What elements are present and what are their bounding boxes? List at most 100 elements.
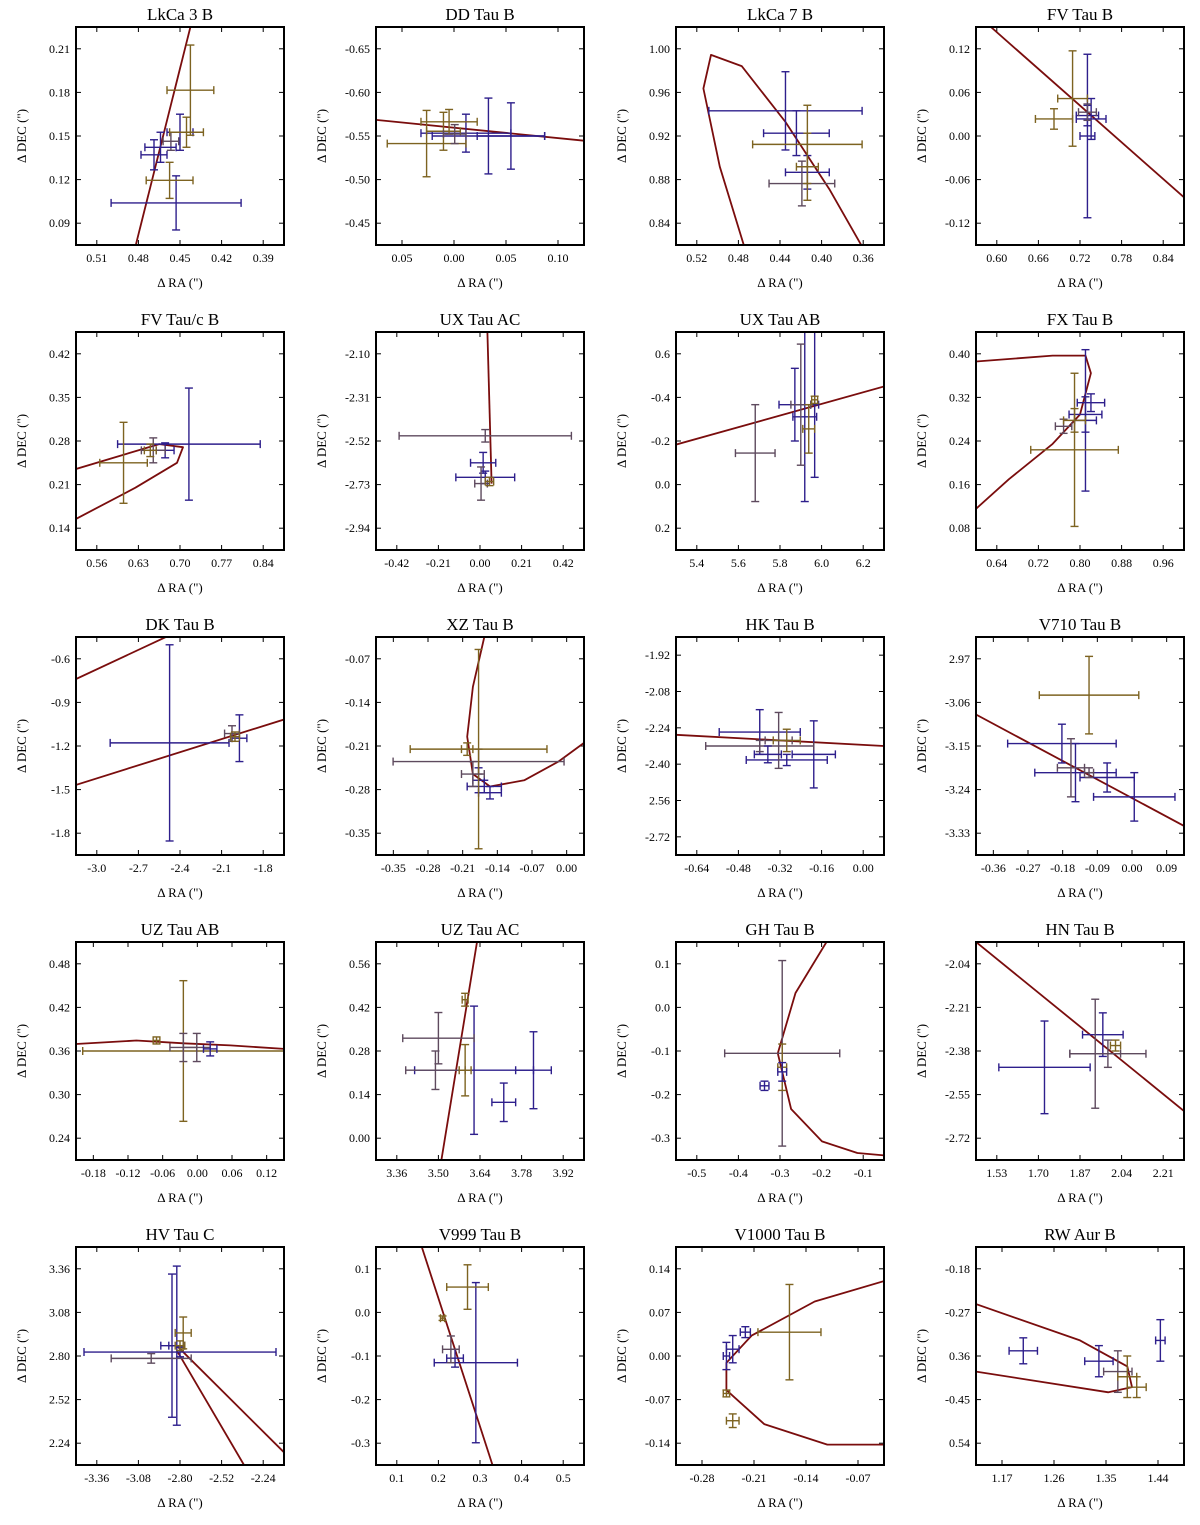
chart-title: V999 Tau B — [439, 1225, 522, 1244]
x-tick-label: -0.1 — [854, 1166, 873, 1180]
y-axis-label: Δ DEC (") — [614, 719, 629, 773]
x-tick-label: -0.18 — [1050, 861, 1075, 875]
x-tick-label: -1.8 — [254, 861, 273, 875]
chart-title: DD Tau B — [445, 5, 514, 24]
x-axis-label: Δ RA (") — [457, 885, 502, 900]
orbit-curve — [76, 637, 169, 680]
y-tick-label: -2.72 — [945, 1131, 970, 1145]
plot-frame — [375, 1246, 585, 1466]
x-tick-label: -0.12 — [116, 1166, 141, 1180]
y-tick-label: -0.60 — [345, 85, 370, 99]
x-tick-label: 0.77 — [211, 556, 232, 570]
y-axis-label: Δ DEC (") — [914, 1024, 929, 1078]
chart-svg: RW Aur B 1.17 1.26 1.35 1.44 0.54 -0.45 0.36 -0.… — [914, 1225, 1185, 1510]
astrometry-point — [1081, 1012, 1124, 1058]
x-tick-label: 0.64 — [986, 556, 1007, 570]
x-axis-label: Δ RA (") — [757, 1495, 802, 1510]
x-tick-label: 0.4 — [514, 1471, 529, 1485]
x-tick-label: -0.27 — [1016, 861, 1041, 875]
plot-area — [990, 27, 1184, 219]
x-tick-label: 0.00 — [444, 251, 465, 265]
y-tick-label: 0.42 — [49, 347, 70, 361]
x-axis-label: Δ RA (") — [1057, 275, 1102, 290]
x-tick-label: 2.21 — [1153, 1166, 1174, 1180]
y-tick-label: -0.45 — [345, 216, 370, 230]
plot-area — [83, 1265, 284, 1465]
x-tick-label: -0.07 — [846, 1471, 871, 1485]
y-tick-label: -0.6 — [51, 652, 70, 666]
astrometry-point — [1030, 372, 1120, 528]
x-tick-label: 0.52 — [686, 251, 707, 265]
y-tick-label: 0.09 — [49, 216, 70, 230]
x-tick-label: -0.64 — [684, 861, 709, 875]
chart-panel: UX Tau AB 5.4 5.6 5.8 6.0 6.2 0.2 0.0 -0.2 -0.4 0.… — [600, 305, 900, 610]
x-axis-label: Δ RA (") — [157, 1190, 202, 1205]
astrometry-point — [409, 648, 548, 850]
x-axis-label: Δ RA (") — [757, 885, 802, 900]
x-tick-label: 0.66 — [1028, 251, 1049, 265]
chart-panel: FX Tau B 0.64 0.72 0.80 0.88 0.96 0.08 0.16 0.24… — [900, 305, 1200, 610]
astrometry-point — [1079, 53, 1096, 219]
x-tick-label: 5.4 — [689, 556, 704, 570]
y-tick-label: -0.18 — [945, 1262, 970, 1276]
plot-area — [976, 348, 1120, 528]
x-tick-label: 0.05 — [392, 251, 413, 265]
x-tick-label: 0.42 — [553, 556, 574, 570]
x-tick-label: -3.36 — [84, 1471, 109, 1485]
y-tick-label: -1.2 — [51, 739, 70, 753]
x-tick-label: 0.78 — [1111, 251, 1132, 265]
orbit-curve — [976, 1303, 1133, 1394]
y-axis-label: Δ DEC (") — [314, 719, 329, 773]
astrometry-point — [420, 108, 478, 135]
x-tick-label: 0.80 — [1070, 556, 1091, 570]
astrometry-point — [110, 1352, 192, 1364]
astrometry-point — [1062, 407, 1087, 433]
x-tick-label: 0.00 — [556, 861, 577, 875]
x-tick-label: -2.24 — [251, 1471, 276, 1485]
plot-frame — [975, 636, 1185, 856]
y-axis-label: Δ DEC (") — [614, 109, 629, 163]
y-axis-label: Δ DEC (") — [614, 414, 629, 468]
astrometry-point — [762, 110, 830, 157]
chart-title: FV Tau/c B — [141, 310, 219, 329]
y-tick-label: -2.04 — [945, 957, 970, 971]
plot-area — [976, 942, 1184, 1115]
chart-title: FV Tau B — [1047, 5, 1113, 24]
y-tick-label: 0.07 — [649, 1305, 670, 1319]
y-tick-label: 0.35 — [49, 390, 70, 404]
astrometry-point — [1109, 1039, 1122, 1052]
chart-svg: FV Tau B 0.60 0.66 0.72 0.78 0.84 -0.12 -0.06 0.… — [914, 5, 1185, 290]
y-tick-label: -0.14 — [645, 1436, 670, 1450]
x-tick-label: 0.56 — [86, 556, 107, 570]
y-tick-label: -0.1 — [651, 1044, 670, 1058]
x-axis-label: Δ RA (") — [757, 275, 802, 290]
astrometry-point — [739, 1326, 752, 1339]
chart-svg: XZ Tau B -0.35 -0.28 -0.21 -0.14 -0.07 0.00 -0.… — [314, 615, 585, 900]
x-tick-label: 1.70 — [1028, 1166, 1049, 1180]
chart-panel: FV Tau/c B 0.56 0.63 0.70 0.77 0.84 0.14 0.21 0.… — [0, 305, 300, 610]
y-tick-label: -0.45 — [945, 1393, 970, 1407]
chart-title: LkCa 7 B — [747, 5, 813, 24]
y-tick-label: -2.72 — [645, 830, 670, 844]
astrometry-point — [458, 1043, 472, 1097]
plot-frame — [75, 331, 285, 551]
x-tick-label: 5.8 — [773, 556, 788, 570]
x-tick-label: -0.14 — [794, 1471, 819, 1485]
x-tick-label: -0.48 — [726, 861, 751, 875]
x-tick-label: -3.0 — [87, 861, 106, 875]
x-tick-label: 0.00 — [1122, 861, 1143, 875]
astrometry-point — [734, 403, 776, 503]
astrometry-point — [722, 1341, 731, 1371]
chart-title: UZ Tau AC — [441, 920, 520, 939]
chart-title: UX Tau AC — [440, 310, 521, 329]
x-tick-label: 0.63 — [128, 556, 149, 570]
chart-svg: DK Tau B -3.0 -2.7 -2.4 -2.1 -1.8 -1.8 -1.5 -1.2… — [14, 615, 285, 900]
y-tick-label: 2.56 — [649, 794, 670, 808]
astrometry-point — [705, 739, 815, 753]
y-tick-label: 0.36 — [49, 1044, 70, 1058]
chart-panel: V1000 Tau B -0.28 -0.21 -0.14 -0.07 -0.14 -0.0… — [600, 1220, 900, 1525]
y-tick-label: 0.18 — [49, 85, 70, 99]
plot-frame — [375, 941, 585, 1161]
y-tick-label: -2.40 — [645, 757, 670, 771]
x-axis-label: Δ RA (") — [757, 580, 802, 595]
